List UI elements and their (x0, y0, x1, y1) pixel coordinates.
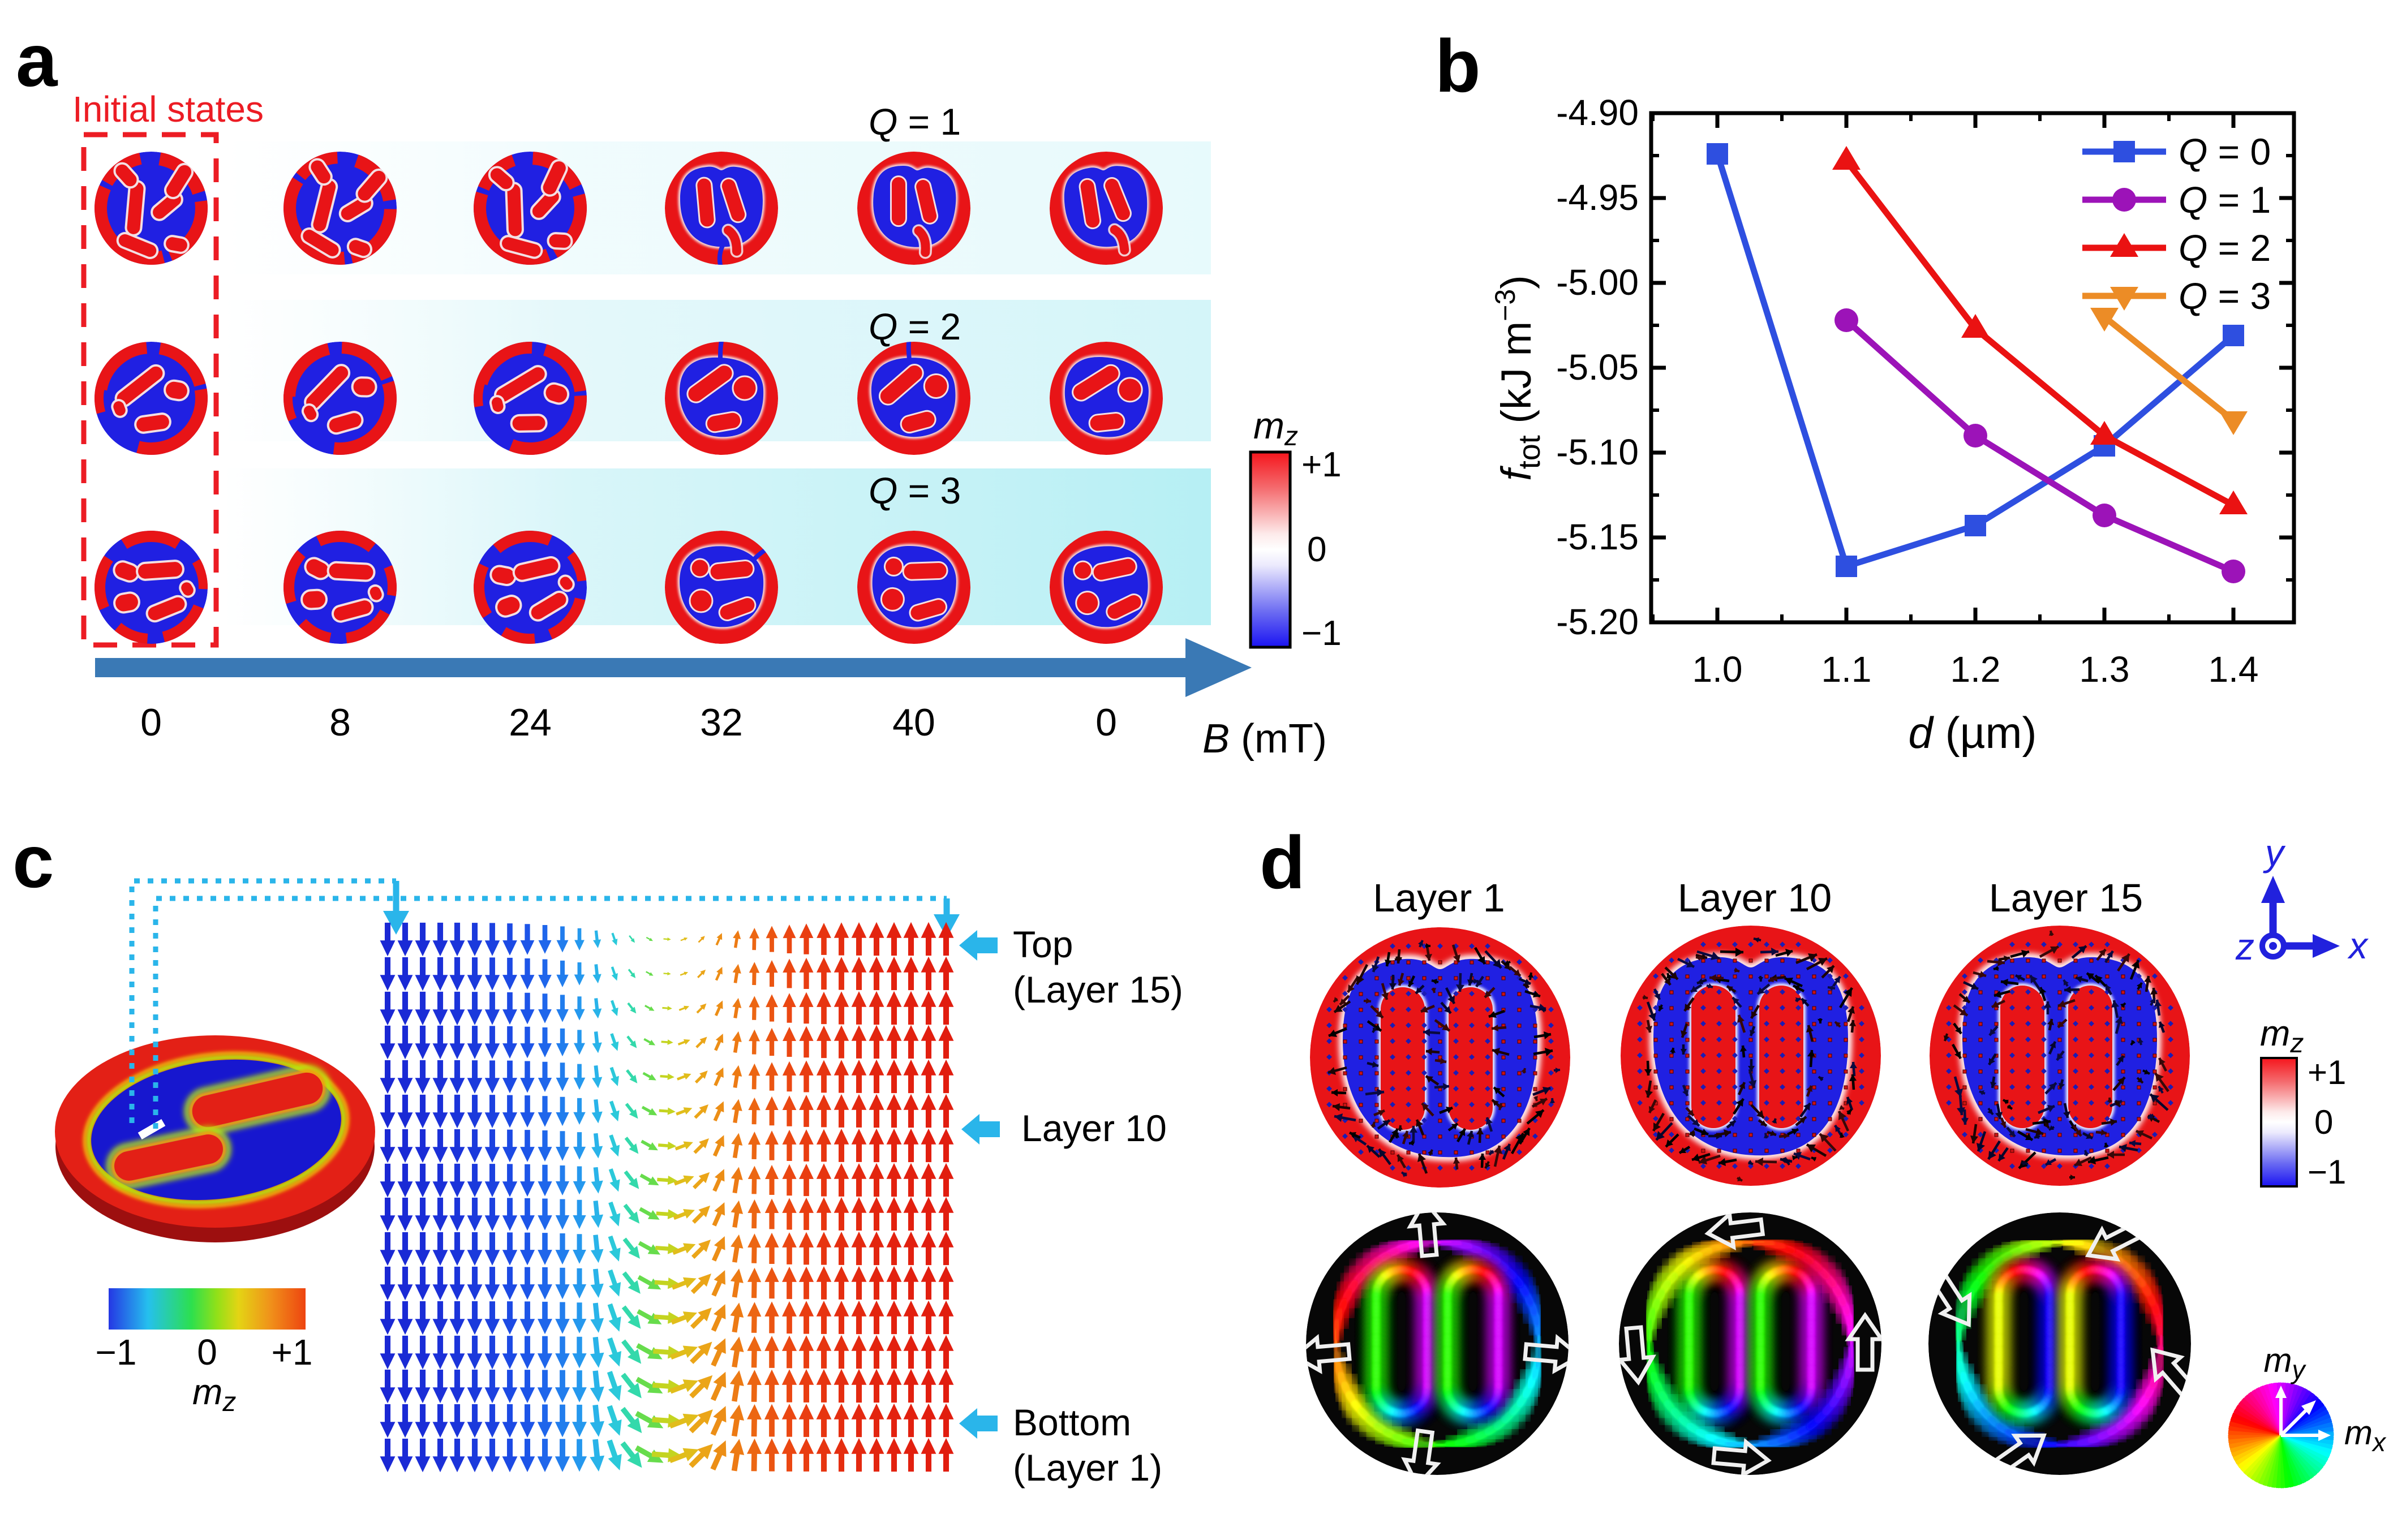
svg-text:Layer 15: Layer 15 (1989, 876, 2143, 920)
svg-text:Top: Top (1013, 923, 1073, 965)
svg-text:0: 0 (197, 1332, 217, 1373)
svg-text:8: 8 (329, 701, 351, 744)
svg-text:+1: +1 (1301, 445, 1342, 484)
svg-text:Initial states: Initial states (72, 89, 264, 130)
svg-text:ftot (kJ m−3): ftot (kJ m−3) (1489, 275, 1546, 481)
svg-text:(Layer 1): (Layer 1) (1013, 1447, 1162, 1489)
svg-text:Q = 0: Q = 0 (2179, 131, 2271, 173)
svg-text:40: 40 (892, 701, 935, 744)
svg-text:Q = 2: Q = 2 (869, 306, 961, 347)
svg-text:d: d (1260, 821, 1305, 904)
svg-text:-5.15: -5.15 (1556, 517, 1639, 557)
svg-text:-5.20: -5.20 (1556, 601, 1639, 642)
svg-text:0: 0 (1307, 530, 1326, 569)
svg-text:+1: +1 (272, 1332, 313, 1373)
svg-text:-4.90: -4.90 (1556, 92, 1639, 133)
svg-text:z: z (2235, 926, 2254, 967)
svg-text:1.1: 1.1 (1821, 649, 1872, 690)
svg-text:1.3: 1.3 (2080, 649, 2130, 690)
svg-text:(Layer 15): (Layer 15) (1013, 969, 1183, 1010)
svg-text:−1: −1 (96, 1332, 137, 1373)
svg-text:-5.00: -5.00 (1556, 262, 1639, 303)
svg-text:1.2: 1.2 (1950, 649, 2001, 690)
svg-text:-5.10: -5.10 (1556, 432, 1639, 472)
svg-text:Q = 2: Q = 2 (2179, 227, 2271, 269)
svg-text:Q = 1: Q = 1 (2179, 179, 2271, 221)
svg-text:1.0: 1.0 (1692, 649, 1743, 690)
svg-text:mz: mz (192, 1371, 236, 1417)
svg-text:Layer 10: Layer 10 (1678, 876, 1832, 920)
svg-text:Q = 1: Q = 1 (869, 101, 961, 143)
svg-text:-4.95: -4.95 (1556, 177, 1639, 218)
svg-text:24: 24 (509, 701, 552, 744)
svg-text:Layer 10: Layer 10 (1021, 1107, 1167, 1149)
svg-text:-5.05: -5.05 (1556, 347, 1639, 388)
svg-text:B (mT): B (mT) (1202, 716, 1327, 762)
svg-text:0: 0 (140, 701, 162, 744)
svg-text:Layer 1: Layer 1 (1373, 876, 1505, 920)
svg-text:0: 0 (1095, 701, 1117, 744)
svg-text:Q = 3: Q = 3 (869, 470, 961, 511)
svg-text:y: y (2263, 832, 2286, 874)
svg-text:x: x (2347, 924, 2369, 966)
svg-text:d (µm): d (µm) (1909, 708, 2037, 758)
svg-text:c: c (12, 820, 54, 903)
svg-text:+1: +1 (2308, 1053, 2346, 1091)
svg-text:Bottom: Bottom (1013, 1401, 1131, 1443)
svg-text:b: b (1435, 24, 1481, 107)
svg-text:mz: mz (2260, 1013, 2304, 1059)
svg-text:0: 0 (2314, 1103, 2333, 1141)
svg-text:1.4: 1.4 (2209, 649, 2259, 690)
svg-text:Q = 3: Q = 3 (2179, 275, 2271, 317)
svg-text:a: a (16, 19, 58, 102)
svg-text:32: 32 (700, 701, 743, 744)
svg-text:−1: −1 (1301, 614, 1342, 653)
svg-text:−1: −1 (2308, 1153, 2346, 1191)
